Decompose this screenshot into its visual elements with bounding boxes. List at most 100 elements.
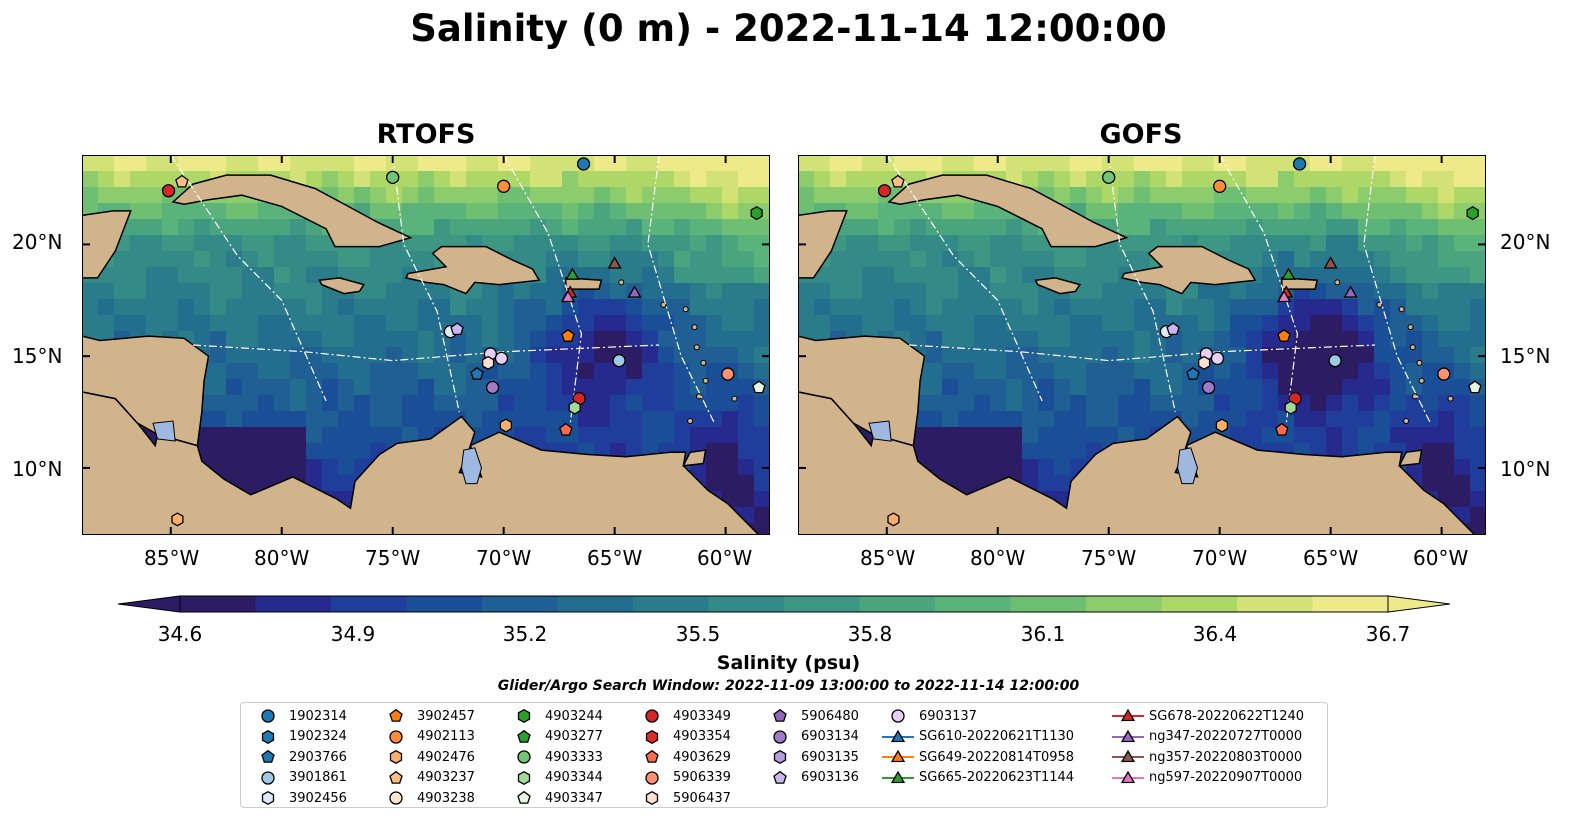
circle-marker-icon bbox=[389, 791, 403, 805]
salinity-cell bbox=[98, 187, 115, 204]
salinity-cell bbox=[498, 379, 515, 396]
salinity-cell bbox=[814, 315, 831, 332]
salinity-cell bbox=[690, 427, 707, 444]
salinity-cell bbox=[722, 427, 739, 444]
salinity-cell bbox=[1230, 315, 1247, 332]
salinity-cell bbox=[642, 379, 659, 396]
salinity-cell bbox=[450, 203, 467, 220]
salinity-cell bbox=[1470, 267, 1487, 284]
salinity-cell bbox=[258, 443, 275, 460]
salinity-cell bbox=[846, 187, 863, 204]
salinity-cell bbox=[578, 379, 595, 396]
salinity-cell bbox=[162, 315, 179, 332]
salinity-cell bbox=[1086, 267, 1103, 284]
lat-tick-label: 15°N bbox=[12, 344, 63, 368]
salinity-cell bbox=[1150, 347, 1167, 364]
salinity-cell bbox=[626, 379, 643, 396]
map-panel-rtofs[interactable] bbox=[81, 154, 771, 540]
salinity-cell bbox=[386, 347, 403, 364]
salinity-cell bbox=[1422, 427, 1439, 444]
salinity-cell bbox=[1214, 235, 1231, 252]
salinity-cell bbox=[926, 411, 943, 428]
salinity-cell bbox=[162, 203, 179, 220]
salinity-cell bbox=[1070, 427, 1087, 444]
salinity-cell bbox=[722, 299, 739, 316]
salinity-cell bbox=[226, 203, 243, 220]
salinity-cell bbox=[1470, 235, 1487, 252]
salinity-cell bbox=[258, 267, 275, 284]
salinity-cell bbox=[926, 347, 943, 364]
salinity-cell bbox=[1134, 315, 1151, 332]
eez-boundary bbox=[192, 344, 660, 362]
salinity-cell bbox=[1086, 379, 1103, 396]
salinity-cell bbox=[942, 235, 959, 252]
salinity-cell bbox=[210, 315, 227, 332]
salinity-cell bbox=[1438, 251, 1455, 268]
colorbar-tick-label: 34.9 bbox=[330, 622, 376, 646]
salinity-cell bbox=[530, 347, 547, 364]
salinity-cell bbox=[706, 443, 723, 460]
salinity-cell bbox=[1102, 251, 1119, 268]
observation-marker bbox=[891, 174, 905, 188]
salinity-cell bbox=[370, 155, 387, 172]
salinity-cell bbox=[210, 331, 227, 348]
salinity-cell bbox=[958, 363, 975, 380]
lat-tick-label: 10°N bbox=[1500, 457, 1551, 481]
salinity-cell bbox=[226, 331, 243, 348]
hispaniola-land bbox=[404, 245, 541, 295]
salinity-cell bbox=[226, 155, 243, 172]
salinity-cell bbox=[754, 427, 771, 444]
salinity-cell bbox=[450, 395, 467, 412]
salinity-cell bbox=[1358, 363, 1375, 380]
salinity-cell bbox=[162, 171, 179, 188]
salinity-cell bbox=[1358, 299, 1375, 316]
salinity-cell bbox=[894, 267, 911, 284]
legend-marker bbox=[645, 729, 659, 744]
salinity-cell bbox=[910, 331, 927, 348]
legend-marker bbox=[517, 708, 531, 724]
salinity-cell bbox=[562, 171, 579, 188]
map-panel-gofs[interactable] bbox=[797, 154, 1487, 540]
salinity-cell bbox=[610, 363, 627, 380]
salinity-cell bbox=[990, 347, 1007, 364]
observation-marker bbox=[752, 380, 766, 394]
salinity-cell bbox=[690, 251, 707, 268]
salinity-cell bbox=[674, 219, 691, 236]
salinity-cell bbox=[1454, 203, 1471, 220]
salinity-cell bbox=[1326, 363, 1343, 380]
jamaica-land bbox=[318, 277, 366, 295]
salinity-cell bbox=[1038, 427, 1055, 444]
salinity-cell bbox=[1022, 251, 1039, 268]
salinity-cell bbox=[226, 219, 243, 236]
salinity-cell bbox=[1278, 219, 1295, 236]
salinity-cell bbox=[1086, 203, 1103, 220]
salinity-cell bbox=[1134, 411, 1151, 428]
salinity-cell bbox=[1342, 347, 1359, 364]
legend-marker bbox=[389, 708, 403, 722]
salinity-cell bbox=[1278, 155, 1295, 172]
salinity-cell bbox=[1342, 427, 1359, 444]
salinity-cell bbox=[1150, 283, 1167, 300]
legend-item: 4903237 bbox=[379, 768, 475, 788]
salinity-cell bbox=[1150, 155, 1167, 172]
salinity-cell bbox=[1374, 411, 1391, 428]
salinity-cell bbox=[562, 379, 579, 396]
salinity-cell bbox=[290, 363, 307, 380]
salinity-cell bbox=[754, 155, 771, 172]
salinity-cell bbox=[242, 219, 259, 236]
salinity-cell bbox=[1230, 203, 1247, 220]
salinity-cell bbox=[706, 235, 723, 252]
salinity-cell bbox=[862, 283, 879, 300]
salinity-cell bbox=[1054, 363, 1071, 380]
salinity-cell bbox=[306, 363, 323, 380]
salinity-cell bbox=[354, 251, 371, 268]
salinity-cell bbox=[1038, 459, 1055, 476]
salinity-cell bbox=[1118, 331, 1135, 348]
salinity-cell bbox=[738, 251, 755, 268]
pentagon-marker-icon bbox=[261, 749, 275, 763]
salinity-cell bbox=[1134, 171, 1151, 188]
salinity-cell bbox=[210, 155, 227, 172]
salinity-cell bbox=[530, 411, 547, 428]
salinity-cell bbox=[1438, 171, 1455, 188]
legend-item: ng347-20220727T0000 bbox=[1111, 727, 1302, 747]
